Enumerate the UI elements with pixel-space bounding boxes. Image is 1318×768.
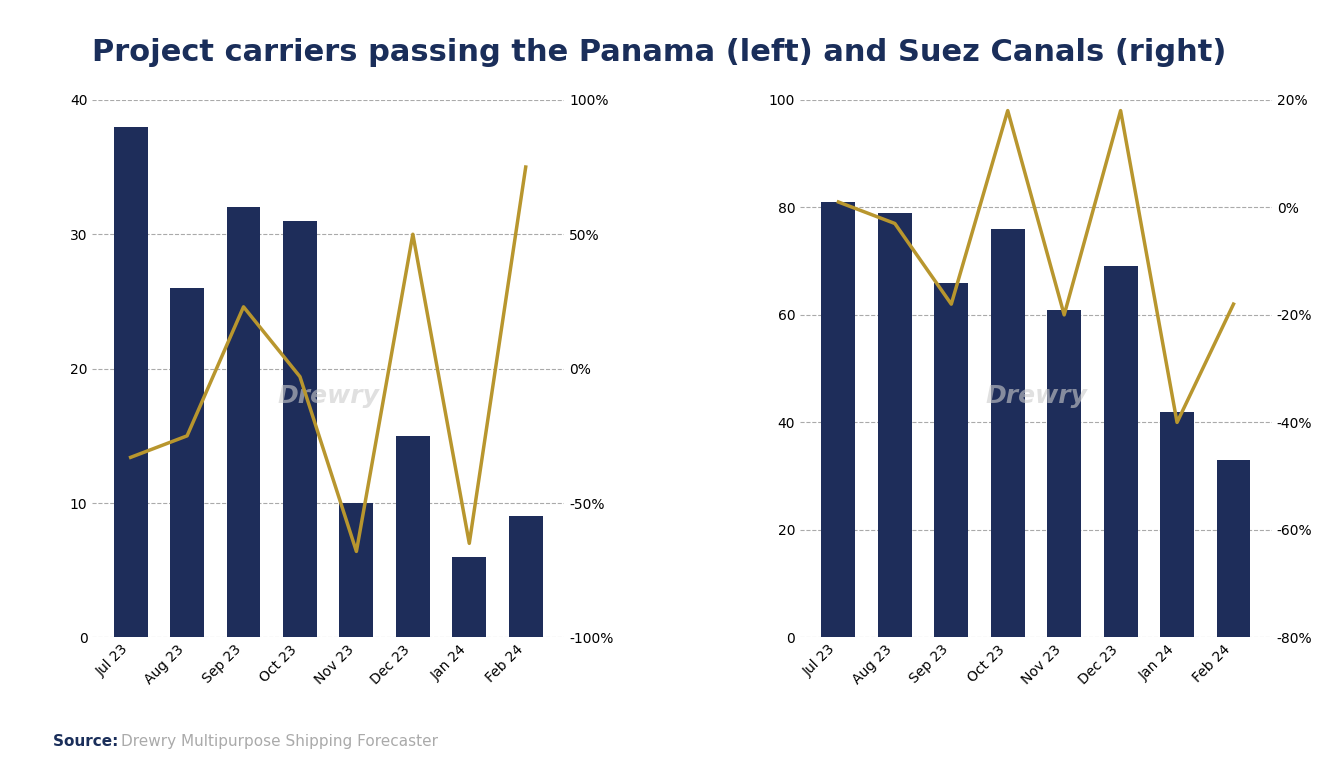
Bar (227, 207, 261, 637)
Text: Project carriers passing the Panama (left) and Suez Canals (right): Project carriers passing the Panama (lef… (92, 38, 1226, 68)
Bar (113, 127, 148, 637)
Bar (878, 213, 912, 637)
Bar (991, 229, 1024, 637)
Bar (1217, 460, 1251, 637)
Bar (170, 288, 204, 637)
Text: Drewry: Drewry (985, 383, 1087, 408)
Bar (452, 557, 486, 637)
Bar (934, 283, 969, 637)
Text: Drewry Multipurpose Shipping Forecaster: Drewry Multipurpose Shipping Forecaster (121, 733, 439, 749)
Bar (340, 503, 373, 637)
Bar (1160, 412, 1194, 637)
Bar (509, 516, 543, 637)
Bar (1103, 266, 1137, 637)
Bar (1048, 310, 1081, 637)
Text: Drewry: Drewry (277, 383, 380, 408)
Text: Source:: Source: (53, 733, 124, 749)
Bar (821, 202, 855, 637)
Bar (283, 221, 316, 637)
Bar (395, 436, 430, 637)
